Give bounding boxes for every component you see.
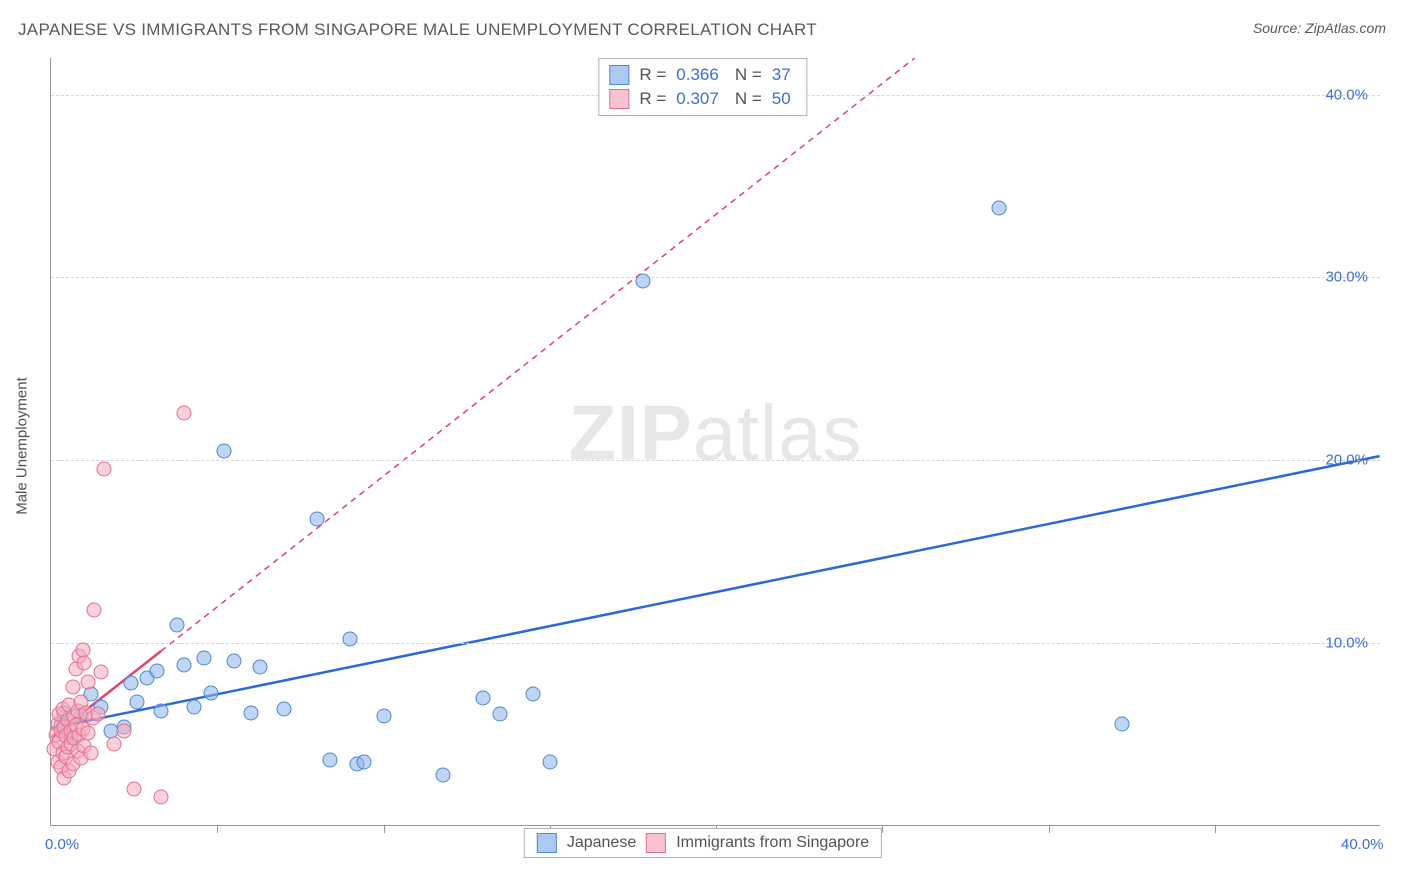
y-tick-label: 20.0% [1325,452,1368,469]
source-attribution: Source: ZipAtlas.com [1253,20,1386,36]
data-point [177,405,192,420]
data-point [253,659,268,674]
data-point [127,782,142,797]
data-point [93,665,108,680]
swatch-pink [609,89,629,109]
legend-label-japanese: Japanese [567,834,636,852]
data-point [80,725,95,740]
data-point [196,650,211,665]
data-point [526,687,541,702]
x-tick-label: 0.0% [45,836,79,853]
data-point [87,603,102,618]
legend-swatch-japanese [537,833,557,853]
data-point [376,709,391,724]
data-point [97,462,112,477]
data-point [276,701,291,716]
data-point [1114,716,1129,731]
stats-row-singapore: R = 0.307 N = 50 [609,87,796,111]
swatch-blue [609,65,629,85]
x-tick-mark [882,825,883,833]
watermark: ZIPatlas [568,387,862,478]
legend-swatch-singapore [646,833,666,853]
data-point [153,703,168,718]
y-axis-label: Male Unemployment [14,377,31,515]
data-point [90,707,105,722]
y-tick-label: 10.0% [1325,635,1368,652]
y-tick-label: 30.0% [1325,269,1368,286]
data-point [203,685,218,700]
data-point [150,663,165,678]
chart-title: JAPANESE VS IMMIGRANTS FROM SINGAPORE MA… [18,20,817,40]
data-point [343,632,358,647]
data-point [77,656,92,671]
data-point [243,705,258,720]
grid-line [51,460,1380,461]
data-point [153,789,168,804]
data-point [436,767,451,782]
x-tick-mark [1049,825,1050,833]
data-point [991,200,1006,215]
data-point [216,444,231,459]
series-legend: Japanese Immigrants from Singapore [524,828,882,858]
data-point [542,755,557,770]
data-point [186,700,201,715]
stats-legend: R = 0.366 N = 37 R = 0.307 N = 50 [598,58,807,116]
data-point [226,654,241,669]
grid-line [51,277,1380,278]
data-point [80,674,95,689]
x-tick-label: 40.0% [1341,836,1384,853]
grid-line [51,643,1380,644]
data-point [123,676,138,691]
stats-row-japanese: R = 0.366 N = 37 [609,63,796,87]
x-tick-mark [1215,825,1216,833]
data-point [107,736,122,751]
data-point [117,723,132,738]
x-tick-mark [217,825,218,833]
plot-area: ZIPatlas 10.0%20.0%30.0%40.0%0.0%40.0% [50,58,1380,826]
y-tick-label: 40.0% [1325,86,1368,103]
data-point [130,694,145,709]
data-point [323,753,338,768]
legend-label-singapore: Immigrants from Singapore [676,834,869,852]
data-point [635,274,650,289]
data-point [356,755,371,770]
data-point [310,511,325,526]
data-point [492,707,507,722]
data-point [177,658,192,673]
data-point [83,745,98,760]
data-point [170,617,185,632]
x-tick-mark [384,825,385,833]
data-point [476,691,491,706]
data-point [65,680,80,695]
